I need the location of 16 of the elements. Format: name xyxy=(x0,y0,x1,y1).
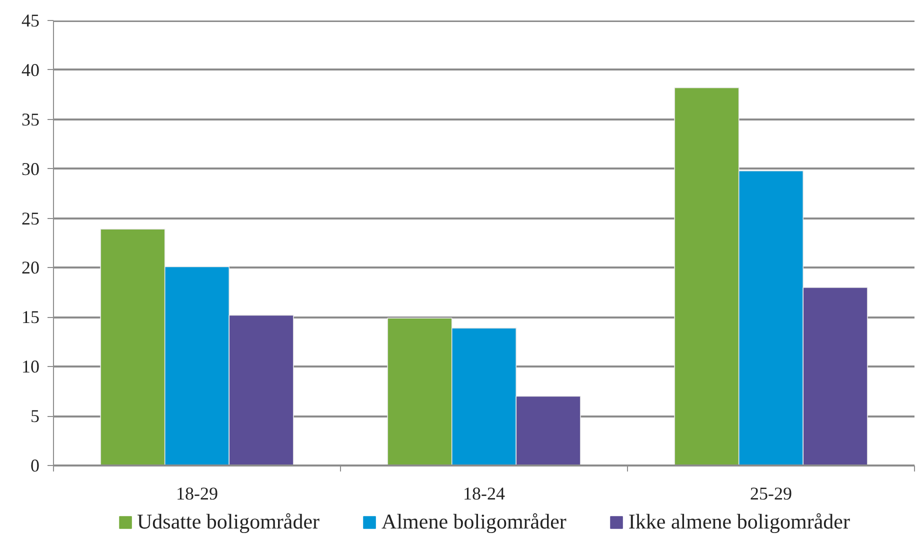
y-tick-label: 30 xyxy=(22,158,40,179)
y-tick-label: 20 xyxy=(22,258,40,278)
x-tick-label: 18-24 xyxy=(463,484,506,504)
y-tick-label: 25 xyxy=(22,208,40,228)
legend-label: Ikke almene boligområder xyxy=(628,510,850,534)
y-tick-label: 35 xyxy=(22,109,40,130)
legend-label: Udsatte boligområder xyxy=(137,510,320,534)
y-tick-label: 15 xyxy=(22,307,40,328)
x-tick-label: 18-29 xyxy=(176,484,218,504)
y-tick-label: 45 xyxy=(22,10,40,30)
y-tick-label: 5 xyxy=(30,406,40,426)
x-tick-label: 25-29 xyxy=(750,484,792,504)
y-tick-label: 40 xyxy=(22,60,40,80)
legend-label: Almene boligområder xyxy=(382,510,566,534)
y-tick-label: 0 xyxy=(30,456,40,476)
y-tick-label: 10 xyxy=(22,356,40,377)
